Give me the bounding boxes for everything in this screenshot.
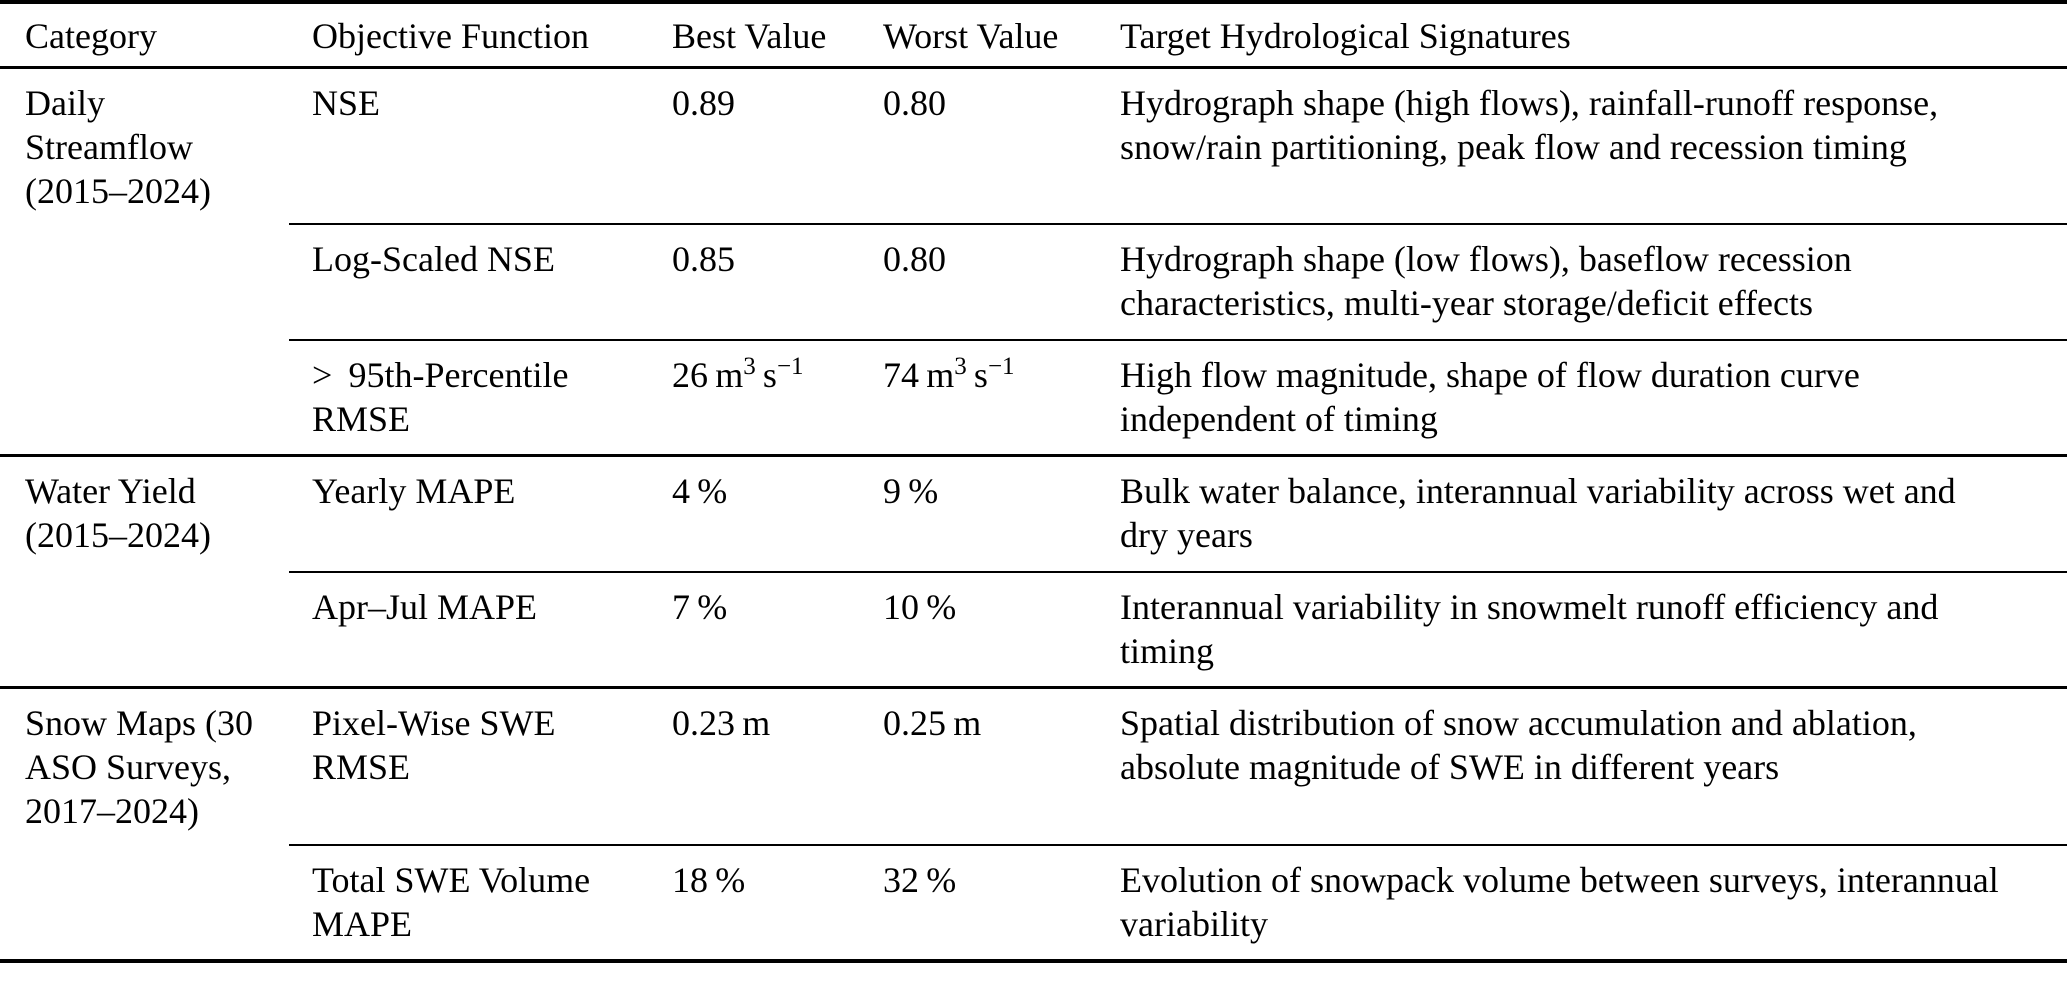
cell-objective: > 95th-Percentile RMSE: [289, 338, 649, 456]
cell-objective: Log-Scaled NSE: [289, 222, 649, 340]
cell-worst-value: 32 %: [860, 843, 1097, 961]
column-header-best-value: Best Value: [649, 2, 860, 69]
cell-signatures: Evolution of snowpack volume between sur…: [1097, 843, 2067, 961]
table-row: Snow Maps (30 ASO Surveys, 2017–2024) Pixe…: [0, 686, 2067, 961]
column-header-target-hydrological-signatures: Target Hydrological Signatures: [1097, 2, 2067, 69]
cell-best-value: 0.23 m: [649, 686, 860, 845]
cell-worst-value: 74 m3 s−1: [860, 338, 1097, 456]
cell-objective: Total SWE Volume MAPE: [289, 843, 649, 961]
cell-signatures: Interannual variability in snowmelt runo…: [1097, 570, 2067, 688]
table-row: > 95th-Percentile RMSE 26 m3 s−1 74 m3 s−…: [0, 338, 2067, 456]
column-header-category: Category: [0, 2, 289, 69]
table-row: Water Yield (2015–2024) Yearly MAPE 4 % 9…: [0, 454, 2067, 688]
cell-objective: Apr–Jul MAPE: [289, 570, 649, 688]
cell-signatures: Hydrograph shape (high flows), rainfall-…: [1097, 66, 2067, 224]
cell-best-value: 0.89: [649, 66, 860, 224]
cell-objective: NSE: [289, 66, 649, 224]
cell-category: Snow Maps (30 ASO Surveys, 2017–2024): [0, 686, 289, 961]
cell-worst-value: 0.80: [860, 66, 1097, 224]
cell-signatures: Bulk water balance, interannual variabil…: [1097, 454, 2067, 572]
cell-worst-value: 0.25 m: [860, 686, 1097, 845]
cell-objective: Yearly MAPE: [289, 454, 649, 572]
cell-objective: Pixel-Wise SWE RMSE: [289, 686, 649, 845]
cell-best-value: 4 %: [649, 454, 860, 572]
cell-worst-value: 9 %: [860, 454, 1097, 572]
cell-best-value: 0.85: [649, 222, 860, 340]
cell-worst-value: 10 %: [860, 570, 1097, 688]
table-row: Log-Scaled NSE 0.85 0.80 Hydrograph shap…: [0, 222, 2067, 340]
cell-category: Daily Streamflow (2015–2024): [0, 66, 289, 456]
column-header-worst-value: Worst Value: [860, 2, 1097, 69]
cell-signatures: Hydrograph shape (low flows), baseflow r…: [1097, 222, 2067, 340]
table-row: Total SWE Volume MAPE 18 % 32 % Evolution…: [0, 843, 2067, 961]
cell-worst-value: 0.80: [860, 222, 1097, 340]
cell-best-value: 18 %: [649, 843, 860, 961]
cell-signatures: High flow magnitude, shape of flow durat…: [1097, 338, 2067, 456]
table-row: Daily Streamflow (2015–2024) NSE 0.89 0.80…: [0, 66, 2067, 456]
table-row: Apr–Jul MAPE 7 % 10 % Interannual variab…: [0, 570, 2067, 688]
cell-signatures: Spatial distribution of snow accumulatio…: [1097, 686, 2067, 845]
group-water-yield: Water Yield (2015–2024) Yearly MAPE 4 % 9…: [0, 454, 2067, 688]
cell-best-value: 7 %: [649, 570, 860, 688]
group-snow-maps: Snow Maps (30 ASO Surveys, 2017–2024) Pixe…: [0, 686, 2067, 961]
cell-best-value: 26 m3 s−1: [649, 338, 860, 456]
column-header-objective-function: Objective Function: [289, 2, 649, 69]
cell-category: Water Yield (2015–2024): [0, 454, 289, 688]
group-daily-streamflow: Daily Streamflow (2015–2024) NSE 0.89 0.80…: [0, 66, 2067, 456]
header-row: Category Objective Function Best Value W…: [0, 2, 2067, 69]
